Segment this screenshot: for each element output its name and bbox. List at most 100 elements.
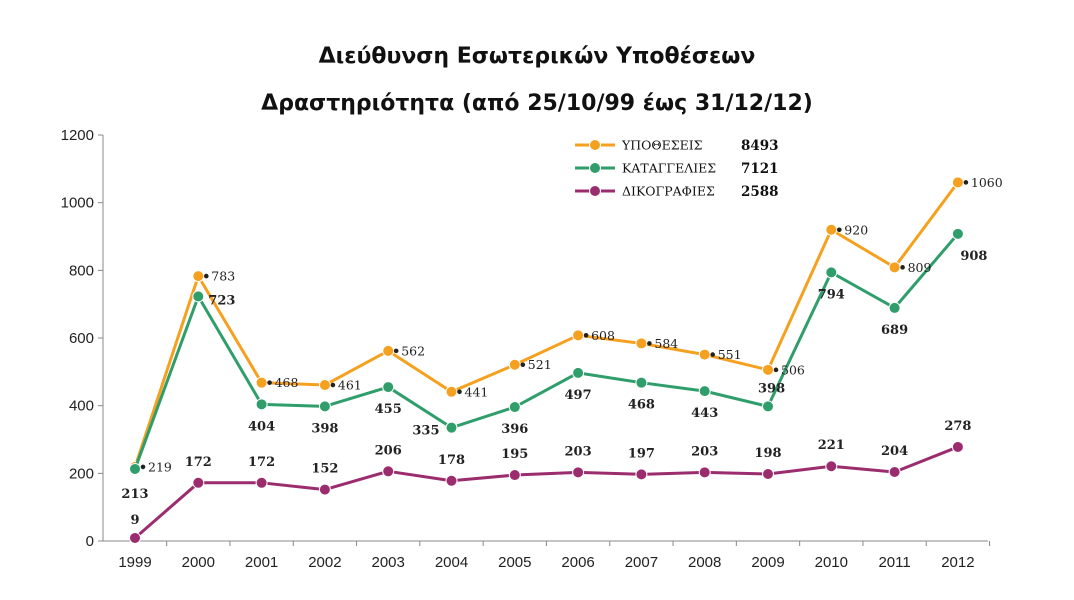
label-marker xyxy=(710,352,715,357)
data-label: 1060 xyxy=(971,175,1003,190)
chart-data-labels: 219 783 468 461 562 441 521 608 584 551 506 920 809 1… xyxy=(121,175,1002,528)
data-label: 219 xyxy=(148,459,172,474)
data-point xyxy=(508,469,521,482)
data-point xyxy=(825,223,838,236)
data-point xyxy=(698,466,711,479)
data-label: 206 xyxy=(375,443,402,458)
data-point xyxy=(192,290,205,303)
data-label: 197 xyxy=(628,446,655,461)
data-label: 443 xyxy=(691,406,718,421)
data-label: 152 xyxy=(311,462,338,477)
data-label: 468 xyxy=(628,398,655,413)
x-tick-label: 2001 xyxy=(245,554,278,571)
data-point xyxy=(572,466,585,479)
series-line-2 xyxy=(134,445,959,540)
label-marker xyxy=(267,380,272,385)
data-point xyxy=(255,376,268,389)
data-point xyxy=(382,381,395,394)
legend-marker-0 xyxy=(589,139,601,151)
y-tick-label: 200 xyxy=(69,465,94,482)
label-marker xyxy=(140,464,146,470)
label-marker xyxy=(330,382,336,388)
data-point xyxy=(825,460,838,473)
data-label: 809 xyxy=(908,260,932,275)
data-point xyxy=(382,344,395,357)
x-tick-label: 2008 xyxy=(688,554,721,571)
data-label: 723 xyxy=(208,293,235,308)
data-point xyxy=(318,379,331,392)
data-label: 204 xyxy=(881,444,908,459)
data-label: 551 xyxy=(718,347,742,362)
legend-label-0: ΥΠΟΘΕΣΕΙΣ xyxy=(621,138,703,153)
label-marker xyxy=(963,180,969,185)
legend-marker-1 xyxy=(589,162,601,174)
y-tick-label: 400 xyxy=(69,398,94,415)
data-label: 335 xyxy=(412,424,439,439)
x-tick-label: 2012 xyxy=(941,554,974,571)
label-marker xyxy=(900,265,905,270)
data-point xyxy=(635,468,648,481)
y-tick-label: 0 xyxy=(86,533,94,550)
data-point xyxy=(888,465,901,478)
legend-total-0: 8493 xyxy=(741,138,779,154)
data-point xyxy=(762,363,774,376)
label-marker xyxy=(393,348,399,354)
y-tick-label: 1000 xyxy=(61,195,94,212)
x-tick-label: 2011 xyxy=(878,554,910,571)
chart-subtitle: Δραστηριότητα (από 25/10/99 έως 31/12/12… xyxy=(261,91,813,116)
data-label: 213 xyxy=(121,487,148,502)
data-label: 198 xyxy=(754,446,781,461)
data-point xyxy=(635,376,648,389)
chart-title: Διεύθυνση Εσωτερικών Υποθέσεων xyxy=(318,44,756,69)
legend-total-2: 2588 xyxy=(741,184,779,200)
data-label: 203 xyxy=(691,444,718,459)
y-tick-label: 600 xyxy=(69,330,94,347)
legend-label-1: ΚΑΤΑΓΓΕΛΙΕΣ xyxy=(622,161,716,176)
data-point xyxy=(572,329,585,342)
data-point xyxy=(129,462,141,475)
label-marker xyxy=(204,273,209,279)
x-tick-label: 2003 xyxy=(372,554,405,571)
label-marker xyxy=(520,362,526,368)
data-label: 455 xyxy=(375,402,402,417)
data-label: 221 xyxy=(818,438,845,453)
data-label: 584 xyxy=(654,336,678,351)
x-tick-label: 2009 xyxy=(751,554,784,571)
data-point xyxy=(255,476,268,489)
data-label: 783 xyxy=(211,269,235,284)
data-point xyxy=(382,465,395,478)
data-point xyxy=(951,227,964,240)
data-label: 398 xyxy=(758,381,785,396)
data-label: 195 xyxy=(501,447,528,462)
data-point xyxy=(698,348,711,361)
data-label: 521 xyxy=(528,357,552,372)
data-point xyxy=(318,400,331,413)
data-label: 506 xyxy=(781,362,805,377)
data-point xyxy=(888,261,901,274)
x-tick-label: 2007 xyxy=(625,554,658,571)
x-tick-label: 2010 xyxy=(815,554,848,571)
legend-total-1: 7121 xyxy=(741,161,779,177)
data-label: 468 xyxy=(275,375,299,390)
data-label: 9 xyxy=(130,513,139,528)
data-point xyxy=(255,398,268,411)
data-point xyxy=(762,400,774,413)
data-label: 689 xyxy=(881,323,908,338)
x-tick-label: 1999 xyxy=(118,554,151,571)
data-point xyxy=(129,531,141,544)
data-label: 172 xyxy=(248,455,275,470)
x-tick-label: 2002 xyxy=(308,554,341,571)
data-point xyxy=(508,358,521,371)
data-label: 497 xyxy=(565,388,592,403)
data-point xyxy=(445,474,458,487)
x-tick-label: 2006 xyxy=(561,554,594,571)
data-point xyxy=(445,385,458,398)
chart-axes: 0 200 400 600 800 1000 1200 1999 2000 2001 2002 200… xyxy=(61,127,991,571)
data-label: 203 xyxy=(565,444,592,459)
series-line-1 xyxy=(133,232,960,470)
x-tick-label: 2000 xyxy=(182,554,215,571)
data-label: 178 xyxy=(438,453,465,468)
data-label: 441 xyxy=(465,384,489,399)
y-tick-label: 800 xyxy=(69,262,94,279)
